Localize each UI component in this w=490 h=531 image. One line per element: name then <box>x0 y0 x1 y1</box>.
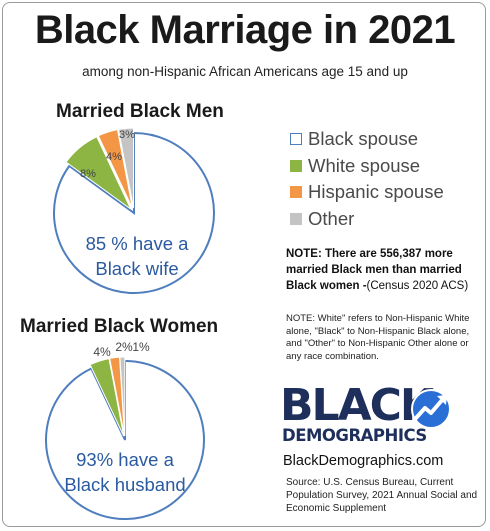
note-source-text: (Census 2020 ACS) <box>366 280 469 292</box>
pie-slice-other <box>117 127 135 209</box>
women-chart-title: Married Black Women <box>20 316 219 337</box>
main-slice-label: Black husband <box>64 474 185 495</box>
legend-label: Hispanic spouse <box>308 181 444 203</box>
pie-slice-white-spouse <box>65 136 132 210</box>
pie-slice-other <box>119 356 126 437</box>
race-definition-footnote: NOTE: White" refers to Non-Hispanic Whit… <box>286 313 470 362</box>
slice-label-white-spouse: 8% <box>80 168 96 180</box>
black-demographics-logo: BLACK DEMOGRAPHICS <box>280 380 451 450</box>
legend-label: White spouse <box>308 154 421 176</box>
slice-label-other: 1% <box>132 340 150 354</box>
legend-label: Black spouse <box>308 128 419 150</box>
pie-slice-black-spouse <box>53 131 215 294</box>
pie-slice-hispanic-spouse <box>97 129 133 209</box>
legend-item-other: Other <box>290 206 444 233</box>
pie-slice-black-spouse <box>45 359 205 520</box>
slice-label-other: 3% <box>119 129 135 141</box>
note-bold-text: NOTE: There are 556,387 more married Bla… <box>286 248 462 292</box>
men-chart-title: Married Black Men <box>56 101 224 122</box>
pie-slice-white-spouse <box>89 358 125 437</box>
source-citation: Source: U.S. Census Bureau, Current Popu… <box>286 477 478 514</box>
main-slice-label: 85 % have a <box>86 233 190 254</box>
main-slice-label: Black wife <box>95 258 178 279</box>
legend-swatch-black-spouse <box>290 133 302 146</box>
slice-label-hispanic-spouse: 4% <box>106 151 122 163</box>
trend-arrow-icon <box>411 389 451 429</box>
logo-text-black: BLACK <box>280 380 434 431</box>
site-url: BlackDemographics.com <box>283 453 444 469</box>
legend-item-hispanic-spouse: Hispanic spouse <box>290 179 444 206</box>
slice-label-hispanic-spouse: 2% <box>115 340 133 354</box>
legend-swatch-white-spouse <box>290 159 302 172</box>
logo-text-demographics: DEMOGRAPHICS <box>282 426 427 445</box>
legend-label: Other <box>308 207 355 229</box>
legend-item-black-spouse: Black spouse <box>290 126 444 153</box>
legend: Black spouse White spouse Hispanic spous… <box>290 126 444 232</box>
marriage-gap-note: NOTE: There are 556,387 more married Bla… <box>286 246 486 294</box>
legend-swatch-other <box>290 212 302 225</box>
legend-swatch-hispanic-spouse <box>290 186 302 199</box>
page-title: Black Marriage in 2021 <box>34 8 456 52</box>
slice-label-white-spouse: 4% <box>93 345 111 359</box>
page-subtitle: among non-Hispanic African Americans age… <box>82 64 408 79</box>
main-slice-label: 93% have a <box>76 449 174 470</box>
legend-item-white-spouse: White spouse <box>290 153 444 180</box>
infographic-frame <box>2 2 486 527</box>
